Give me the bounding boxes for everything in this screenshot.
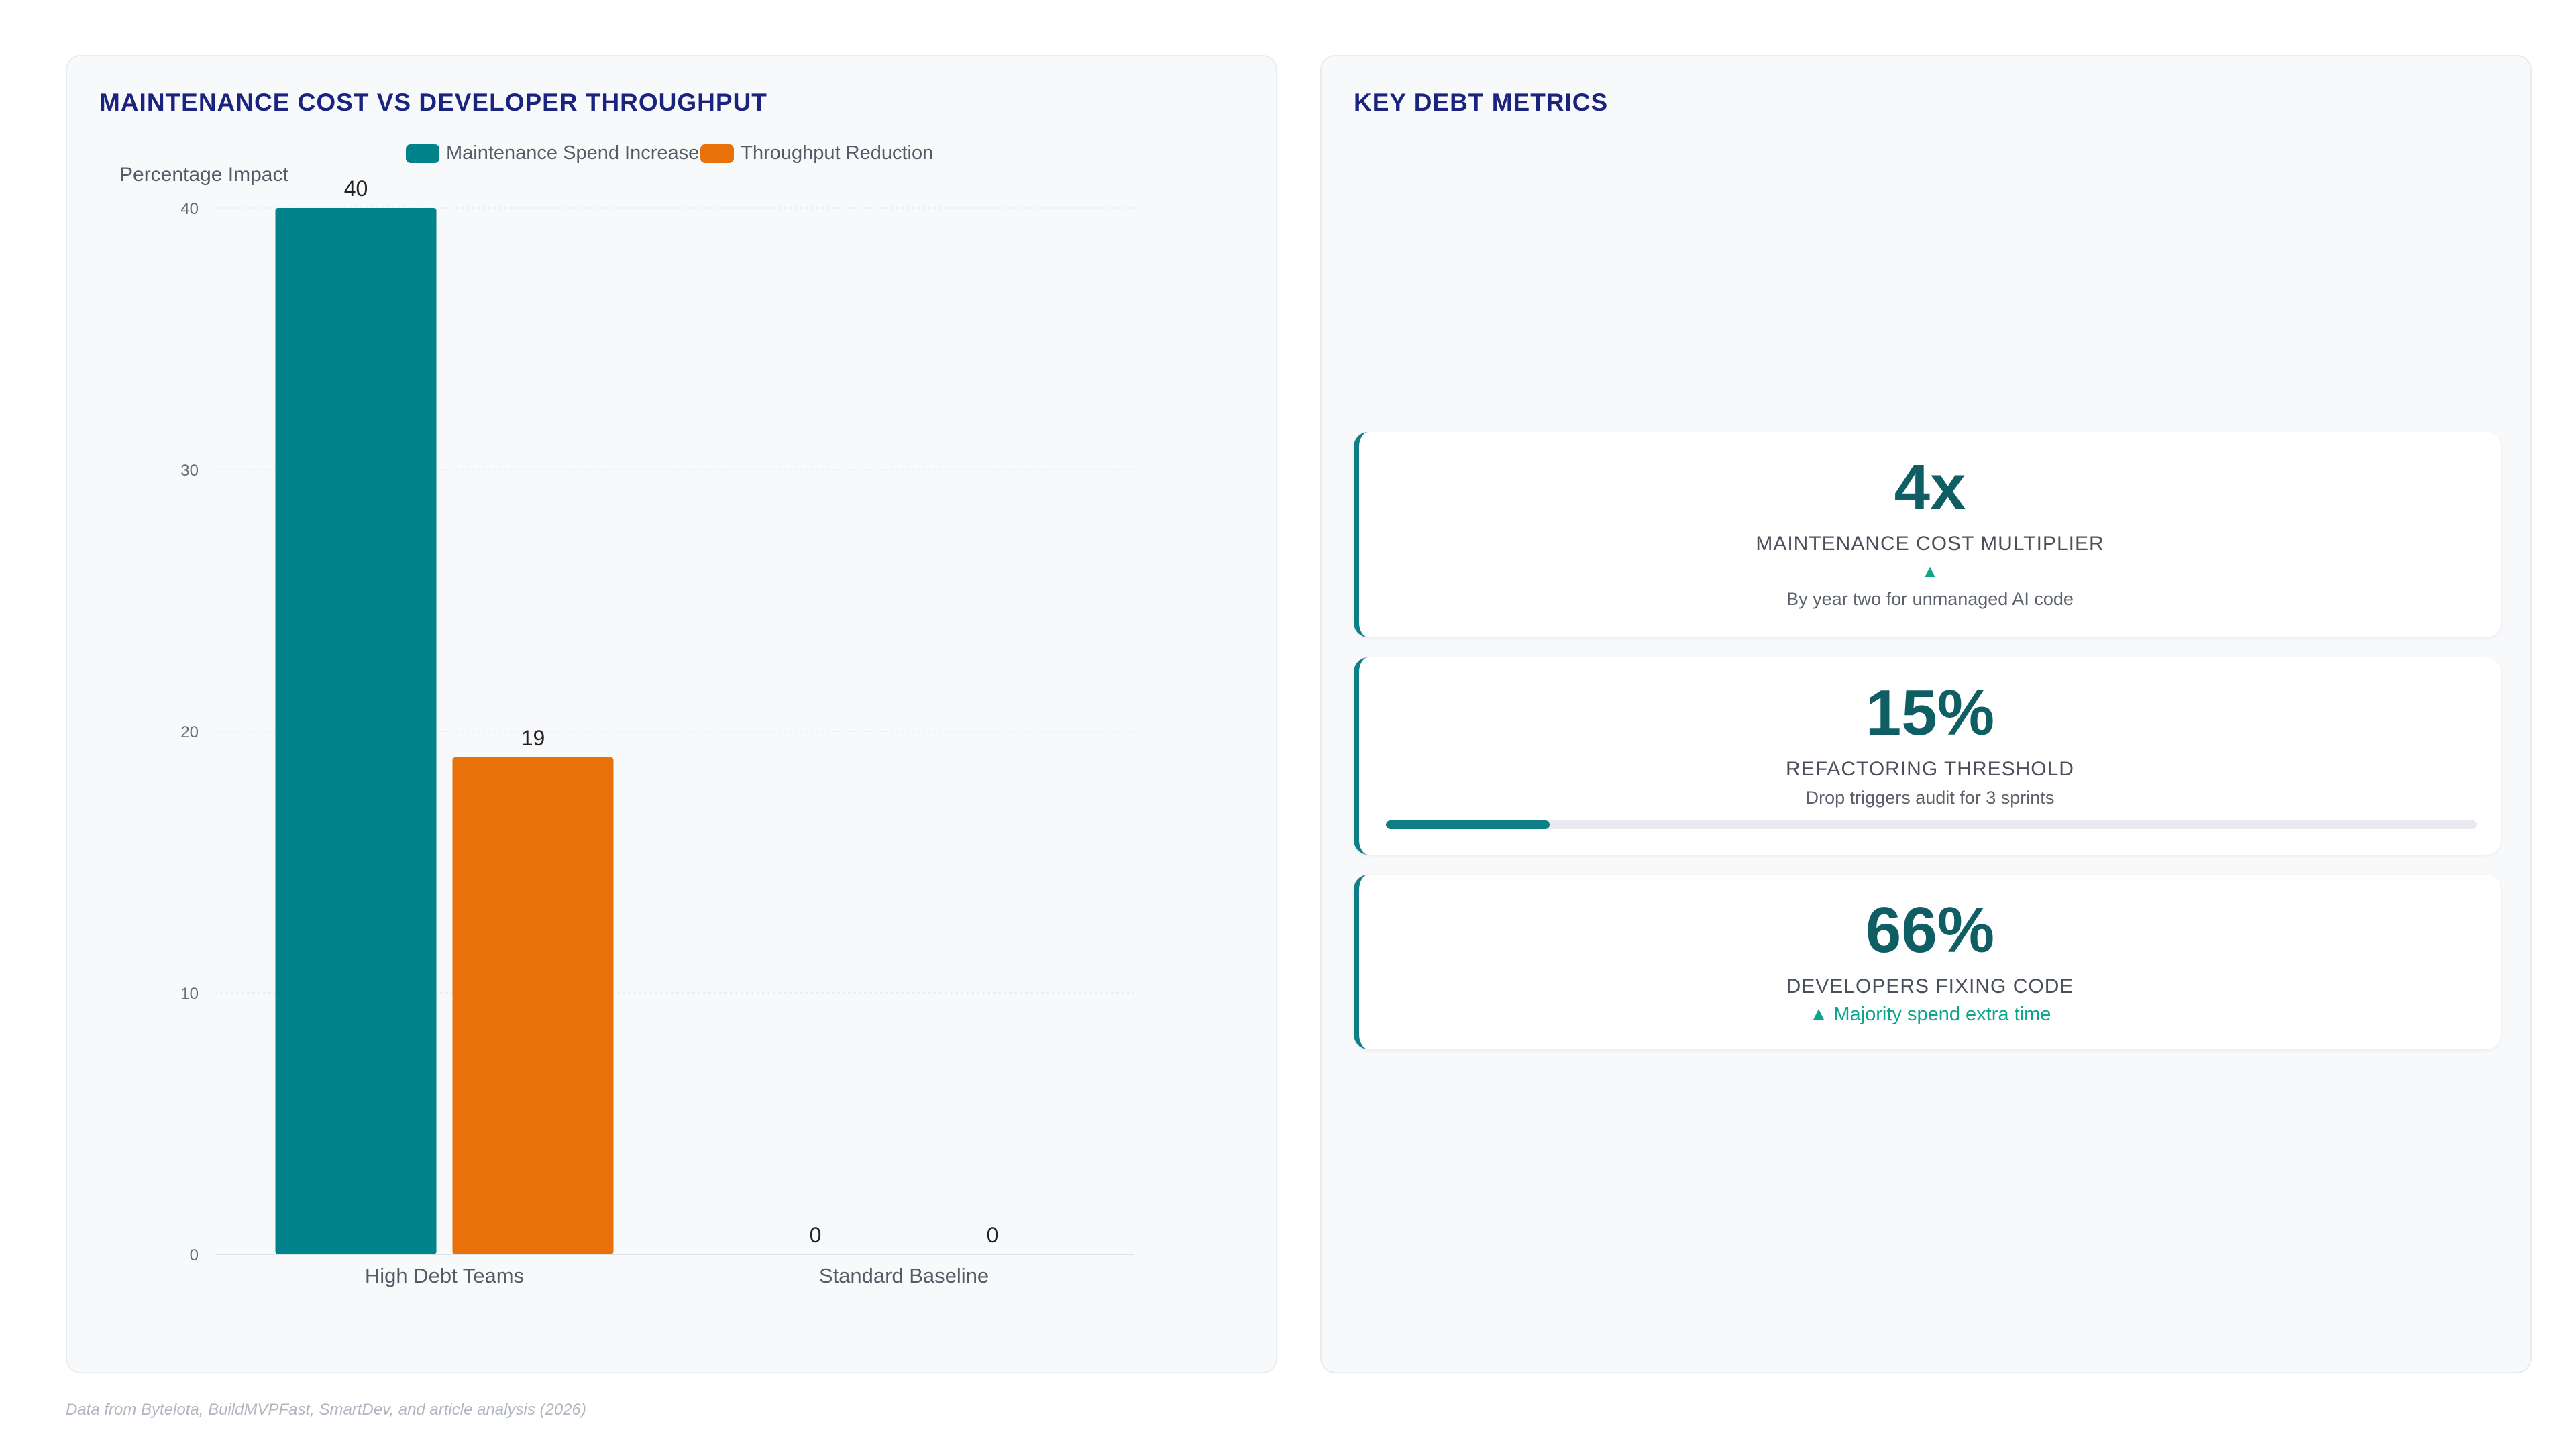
metric-card-cost-multiplier: 4x MAINTENANCE COST MULTIPLIER ▲ By year… [1354, 432, 2501, 637]
data-label: 40 [344, 176, 368, 201]
metric-label: DEVELOPERS FIXING CODE [1786, 975, 2074, 998]
chart-panel: MAINTENANCE COST VS DEVELOPER THROUGHPUT… [66, 55, 1277, 1373]
metric-card-refactoring-threshold: 15% REFACTORING THRESHOLD Drop triggers … [1354, 657, 2501, 855]
legend-item-throughput[interactable]: Throughput Reduction [700, 142, 934, 164]
metric-card-developers-fixing: 66% DEVELOPERS FIXING CODE ▲ Majority sp… [1354, 875, 2501, 1049]
data-label: 19 [521, 726, 545, 750]
x-tick-label: Standard Baseline [819, 1264, 989, 1287]
legend-label-maintenance: Maintenance Spend Increase [446, 142, 700, 164]
trend-text: ▲ Majority spend extra time [1809, 1004, 2051, 1025]
y-tick-label: 10 [180, 985, 199, 1003]
source-note: Data from Bytelota, BuildMVPFast, SmartD… [66, 1401, 586, 1419]
metric-value: 15% [1865, 677, 1995, 749]
metric-label: REFACTORING THRESHOLD [1786, 758, 2074, 780]
metric-sub: By year two for unmanaged AI code [1786, 589, 2074, 609]
y-axis-label: Percentage Impact [119, 164, 288, 186]
legend-swatch-throughput [700, 144, 735, 163]
progress-bar [1386, 820, 2477, 829]
bar-maintenance [275, 208, 437, 1254]
metrics-panel: KEY DEBT METRICS 4x MAINTENANCE COST MUL… [1320, 55, 2532, 1373]
legend-item-maintenance[interactable]: Maintenance Spend Increase [406, 142, 700, 164]
data-label: 0 [810, 1223, 822, 1247]
metrics-title: KEY DEBT METRICS [1354, 89, 1609, 116]
progress-fill [1386, 820, 1550, 829]
x-tick-label: High Debt Teams [365, 1264, 524, 1287]
y-tick-label: 20 [180, 723, 199, 741]
chart-title: MAINTENANCE COST VS DEVELOPER THROUGHPUT [99, 89, 767, 116]
metric-sub: Drop triggers audit for 3 sprints [1805, 788, 2055, 808]
legend-label-throughput: Throughput Reduction [741, 142, 934, 164]
bar-chart: Percentage Impact 0 10 20 30 40 40 19 High Debt … [119, 164, 1134, 1287]
y-tick-label: 0 [190, 1246, 199, 1265]
metric-label: MAINTENANCE COST MULTIPLIER [1756, 533, 2104, 555]
y-tick-label: 30 [180, 462, 199, 480]
y-tick-label: 40 [180, 200, 199, 218]
metric-value: 4x [1894, 451, 1966, 523]
metric-value: 66% [1865, 894, 1995, 966]
trend-up-icon: ▲ [1921, 561, 1939, 581]
chart-legend: Maintenance Spend Increase Throughput Re… [406, 142, 934, 164]
data-label: 0 [987, 1223, 999, 1247]
legend-swatch-maintenance [406, 144, 439, 163]
bar-throughput [452, 757, 614, 1254]
